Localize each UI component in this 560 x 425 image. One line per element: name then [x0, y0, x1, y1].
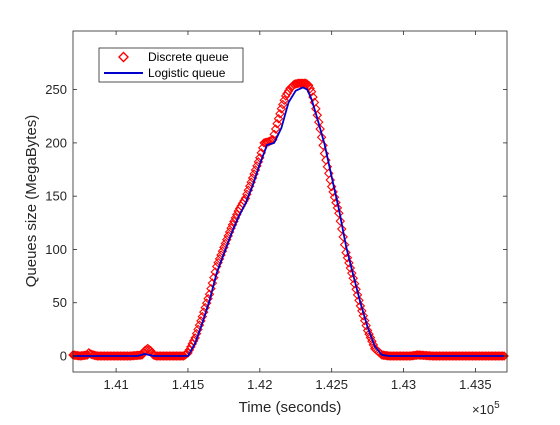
- discrete-queue-point: [342, 252, 353, 263]
- discrete-queue-point: [269, 129, 279, 140]
- discrete-queue-point: [305, 83, 315, 94]
- discrete-queue-point: [273, 113, 284, 124]
- discrete-queue-point: [339, 239, 350, 250]
- discrete-queue-point: [355, 301, 366, 311]
- y-tick-label: 250: [45, 82, 67, 97]
- discrete-queue-point: [365, 332, 376, 343]
- discrete-queue-point: [275, 108, 285, 119]
- tick-layer: 1.41 1.415 1.42 1.425 1.43 1.435 0 50 100 150 200 2…: [45, 31, 507, 392]
- discrete-queue-point: [351, 284, 361, 295]
- discrete-queue-point: [338, 232, 348, 242]
- x-tick-label: 1.435: [459, 377, 492, 392]
- discrete-queue-point: [331, 197, 341, 208]
- discrete-queue-point: [332, 203, 343, 213]
- x-tick-label: 1.415: [172, 377, 205, 392]
- discrete-queue-point: [318, 140, 328, 151]
- x-multiplier-base: ×10: [472, 402, 494, 417]
- discrete-queue-point: [495, 351, 505, 361]
- discrete-queue-point: [306, 86, 317, 97]
- discrete-queue-point: [344, 258, 354, 268]
- series-logistic-queue-line: [73, 86, 505, 357]
- discrete-queue-point: [345, 263, 356, 273]
- discrete-queue-point: [336, 224, 347, 234]
- discrete-queue-point: [496, 351, 507, 361]
- discrete-queue-point: [358, 310, 369, 321]
- x-multiplier-exponent: 5: [494, 400, 500, 411]
- y-tick-label: 100: [45, 242, 67, 257]
- discrete-queue-point: [361, 320, 371, 331]
- discrete-queue-point: [335, 216, 346, 226]
- discrete-queue-point: [364, 329, 374, 339]
- discrete-queue-point: [303, 80, 314, 91]
- y-tick-label: 150: [45, 189, 67, 204]
- discrete-queue-point: [177, 351, 187, 361]
- discrete-queue-point: [359, 315, 370, 326]
- discrete-queue-point: [341, 247, 351, 258]
- y-axis-label: Queues size (MegaBytes): [23, 115, 40, 288]
- legend-diamond-marker: [118, 51, 129, 63]
- discrete-queue-point: [315, 124, 325, 134]
- discrete-queue-point: [270, 124, 281, 134]
- x-tick-label: 1.425: [315, 377, 348, 392]
- x-axis-label: Time (seconds): [239, 399, 342, 416]
- x-tick-label: 1.42: [247, 377, 272, 392]
- discrete-queue-point: [367, 336, 377, 347]
- legend-label-logistic: Logistic queue: [148, 66, 226, 80]
- discrete-queue-point: [352, 290, 363, 300]
- discrete-queue-point: [272, 118, 282, 129]
- discrete-queue-point: [316, 132, 327, 142]
- x-tick-label: 1.41: [103, 377, 128, 392]
- discrete-queue-point: [334, 208, 344, 218]
- x-multiplier-label: ×105: [472, 400, 500, 417]
- legend-label-discrete: Discrete queue: [148, 50, 229, 64]
- discrete-queue-point: [347, 268, 357, 278]
- discrete-queue-point: [283, 86, 294, 96]
- discrete-queue-point: [329, 192, 340, 203]
- discrete-queue-point: [362, 325, 373, 336]
- series-layer: [68, 78, 509, 361]
- y-tick-label: 50: [53, 295, 67, 310]
- x-tick-label: 1.43: [391, 377, 416, 392]
- y-tick-label: 0: [60, 349, 67, 364]
- legend: Discrete queue Logistic queue: [98, 47, 244, 83]
- y-tick-label: 200: [45, 135, 67, 150]
- discrete-queue-point: [357, 306, 367, 316]
- discrete-queue-point: [349, 278, 360, 289]
- discrete-queue-point: [497, 351, 508, 361]
- discrete-queue-point: [354, 295, 364, 306]
- plot-frame: [72, 30, 508, 373]
- discrete-queue-point: [328, 187, 338, 197]
- discrete-queue-point: [348, 273, 359, 284]
